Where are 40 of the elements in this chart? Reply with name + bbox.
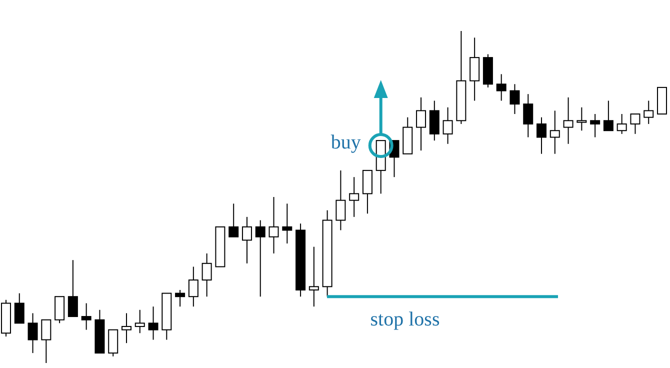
- candlestick: [616, 114, 627, 134]
- candlestick: [590, 114, 600, 138]
- candlestick: [121, 312, 132, 344]
- candlestick: [429, 100, 440, 142]
- candlestick: [175, 289, 186, 308]
- candlestick: [470, 37, 480, 102]
- candlestick: [148, 306, 158, 340]
- candlestick: [362, 170, 372, 214]
- candlestick: [242, 216, 252, 264]
- candlestick: [28, 312, 38, 354]
- candlestick: [268, 196, 279, 254]
- candlestick: [496, 74, 506, 102]
- candlestick: [188, 266, 198, 308]
- candlestick: [603, 100, 614, 132]
- candlestick: [349, 176, 360, 218]
- candlestick: [202, 252, 212, 298]
- candlestick: [336, 170, 346, 231]
- candlestick: [416, 96, 426, 152]
- candlestick: [108, 329, 118, 357]
- candlestick: [81, 302, 92, 330]
- candlestick: [563, 96, 574, 144]
- candlestick: [68, 260, 78, 318]
- annotation: buy: [330, 132, 361, 154]
- candlestick: [14, 292, 24, 324]
- candlestick: [550, 110, 560, 154]
- candlestick: [134, 309, 145, 334]
- candlestick: [536, 116, 547, 154]
- ref-line-label: stop loss: [370, 308, 440, 331]
- candlestick: [228, 203, 239, 238]
- candlestick: [54, 296, 65, 324]
- candlestick: [41, 319, 52, 364]
- candlestick: [255, 220, 266, 298]
- candlestick: [442, 106, 453, 144]
- candlestick: [510, 84, 520, 114]
- candlestick: [523, 94, 534, 138]
- candlestick: [576, 106, 587, 132]
- candlestick: [282, 203, 292, 244]
- candlestick: [644, 100, 654, 124]
- candlestick: [630, 114, 640, 134]
- candlestick: [308, 246, 319, 308]
